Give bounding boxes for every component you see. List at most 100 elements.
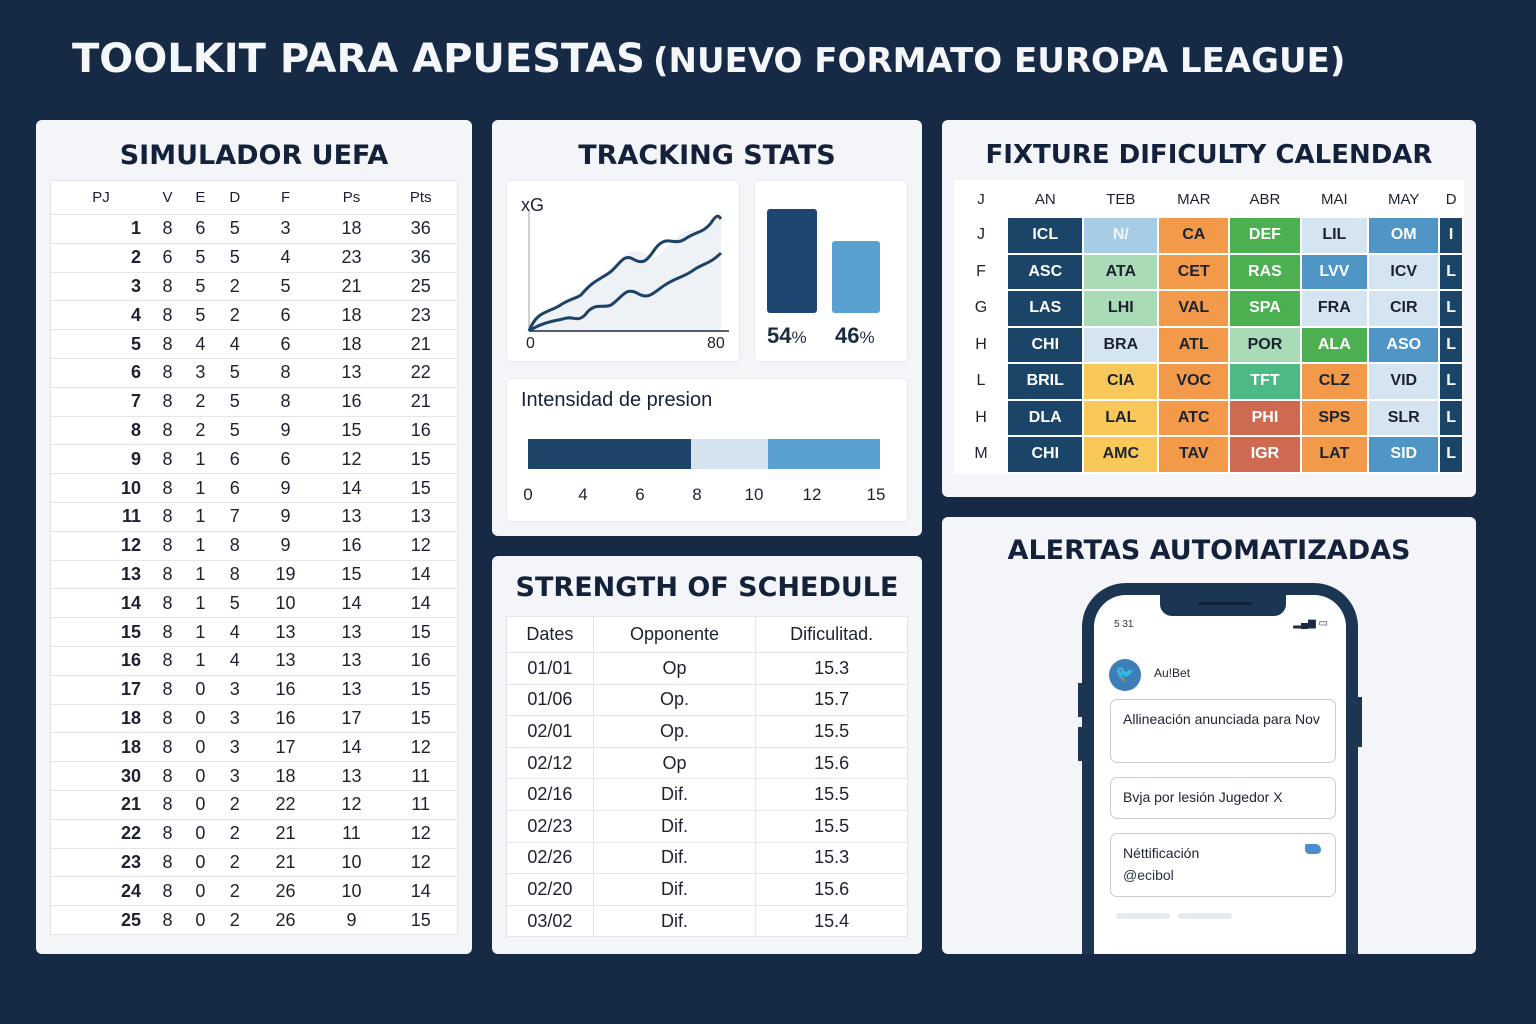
fixture-cell[interactable]: CIR (1369, 291, 1439, 326)
fdc-row: H DLA LAL ATC PHI SPS SLR L (956, 400, 1462, 435)
fixture-cell[interactable]: L (1440, 291, 1462, 326)
simulator-col-header: V (150, 180, 184, 215)
stat-cell: 14 (384, 876, 458, 907)
stat-cell: 1 (183, 560, 217, 590)
fixture-cell[interactable]: LVV (1301, 254, 1368, 289)
fixture-cell[interactable]: OM (1369, 218, 1439, 253)
sos-cell: 15.5 (755, 809, 908, 843)
fixture-cell[interactable]: CHI (1008, 327, 1083, 362)
stat-cell: 8 (150, 387, 184, 417)
sos-cell: Op (592, 652, 757, 685)
stat-cell: 2 (216, 272, 253, 302)
stat-cell: 8 (150, 329, 184, 359)
fixture-cell[interactable]: POR (1230, 327, 1300, 362)
fixture-cell[interactable]: CA (1159, 218, 1229, 253)
fixture-cell[interactable]: LHI (1084, 291, 1158, 326)
stat-cell: 8 (150, 905, 184, 935)
sos-col-header: Dificulitad. (755, 616, 908, 653)
fixture-cell[interactable]: L (1440, 400, 1462, 435)
fixture-cell[interactable]: ATA (1084, 254, 1158, 289)
pressure-bar-low (768, 439, 880, 469)
stat-cell: 15 (384, 675, 458, 705)
fixture-cell[interactable]: PHI (1230, 400, 1300, 435)
fixture-cell[interactable]: VAL (1159, 291, 1229, 326)
simulator-col-header: E (183, 180, 217, 215)
fixture-cell[interactable]: ALA (1301, 327, 1368, 362)
fixture-cell[interactable]: CET (1159, 254, 1229, 289)
matchday-cell: 11 (50, 502, 151, 532)
stat-cell: 6 (150, 243, 184, 273)
stat-cell: 4 (216, 617, 253, 647)
fixture-cell[interactable]: VID (1369, 364, 1439, 399)
simulator-panel: SIMULADOR UEFA PJ V E D F Ps Pts 1 8 6 5 3 18 36 2 6 5 5… (36, 120, 472, 954)
fixture-cell[interactable]: LAS (1008, 291, 1083, 326)
fixture-cell[interactable]: ICL (1008, 218, 1083, 253)
notification-card[interactable]: Allineación anunciada para Nov (1110, 699, 1336, 763)
fixture-cell[interactable]: L (1440, 327, 1462, 362)
pressure-tick: 10 (744, 485, 764, 504)
fixture-cell[interactable]: SPA (1230, 291, 1300, 326)
fixture-cell[interactable]: ASO (1369, 327, 1439, 362)
tracking-stats-panel: TRACKING STATS xG 0 80 54% 46% Intensida… (492, 120, 922, 536)
fixture-cell[interactable]: LAT (1301, 437, 1368, 472)
stat-cell: 8 (150, 646, 184, 676)
stat-cell: 36 (384, 214, 458, 244)
notification-card[interactable]: Bvja por lesión Jugedor X (1110, 777, 1336, 819)
fdc-row: J ICL N/CA DEF LIL OM I (956, 218, 1462, 253)
fdc-col-header: MAR (1177, 190, 1211, 208)
fixture-cell[interactable]: LAL (1084, 400, 1158, 435)
fixture-cell[interactable]: L (1440, 364, 1462, 399)
stat-cell: 9 (318, 905, 385, 935)
fixture-cell[interactable]: SLR (1369, 400, 1439, 435)
stat-cell: 12 (384, 819, 458, 849)
table-row: 02/16 Dif. 15.5 (506, 778, 908, 811)
fixture-cell[interactable]: IGR (1230, 437, 1300, 472)
pressure-tick: 8 (692, 485, 702, 504)
fixture-cell[interactable]: ATL (1159, 327, 1229, 362)
fixture-cell[interactable]: SID (1369, 437, 1439, 472)
table-row: 01/06 Op. 15.7 (506, 683, 908, 717)
stat-cell: 5 (183, 243, 217, 273)
fixture-cell[interactable]: CHI (1008, 437, 1083, 472)
fixture-cell[interactable]: BRA (1084, 327, 1158, 362)
fixture-cell[interactable]: L (1440, 254, 1462, 289)
xg-x-min: 0 (526, 335, 535, 352)
stat-cell: 8 (150, 732, 184, 763)
fdc-row-label: F (956, 254, 1006, 289)
fixture-cell[interactable]: CLZ (1301, 364, 1368, 399)
pressure-tick: 6 (635, 485, 645, 504)
fixture-cell[interactable]: N/ (1084, 218, 1158, 253)
stat-cell: 3 (216, 675, 253, 705)
fixture-cell[interactable]: ATC (1159, 400, 1229, 435)
fixture-cell[interactable]: ICV (1369, 254, 1439, 289)
fixture-cell[interactable]: BRIL (1008, 364, 1083, 399)
fixture-cell[interactable]: CIA (1084, 364, 1158, 399)
stat-cell: 15 (384, 704, 458, 734)
fixture-cell[interactable]: I (1440, 218, 1462, 253)
stat-cell: 13 (318, 358, 385, 388)
sos-cell: 01/06 (506, 683, 594, 717)
fixture-cell[interactable]: SPS (1301, 400, 1368, 435)
fixture-cell[interactable]: RAS (1230, 254, 1300, 289)
table-row: 21 8 0 2 22 12 11 (50, 790, 458, 820)
table-row: 14 8 1 5 10 14 14 (50, 588, 458, 619)
stat-cell: 0 (183, 704, 217, 734)
fixture-cell[interactable]: L (1440, 437, 1462, 472)
sos-cell: 15.3 (755, 841, 908, 875)
fixture-cell[interactable]: ASC (1008, 254, 1083, 289)
fixture-cell[interactable]: FRA (1301, 291, 1368, 326)
stat-cell: 18 (252, 761, 319, 791)
fixture-cell[interactable]: TAV (1159, 437, 1229, 472)
fixture-cell[interactable]: AMC (1084, 437, 1158, 472)
stat-cell: 1 (183, 617, 217, 647)
matchday-cell: 16 (50, 646, 151, 676)
fixture-cell[interactable]: TFT (1230, 364, 1300, 399)
stat-cell: 13 (252, 646, 319, 676)
table-row: 18 8 0 3 17 14 12 (50, 732, 458, 763)
fixture-cell[interactable]: LIL (1301, 218, 1368, 253)
table-row: 17 8 0 3 16 13 15 (50, 675, 458, 705)
notification-card[interactable]: Néttificación @ecibol (1110, 833, 1336, 897)
fixture-cell[interactable]: DLA (1008, 400, 1083, 435)
fixture-cell[interactable]: DEF (1230, 218, 1300, 253)
fixture-cell[interactable]: VOC (1159, 364, 1229, 399)
